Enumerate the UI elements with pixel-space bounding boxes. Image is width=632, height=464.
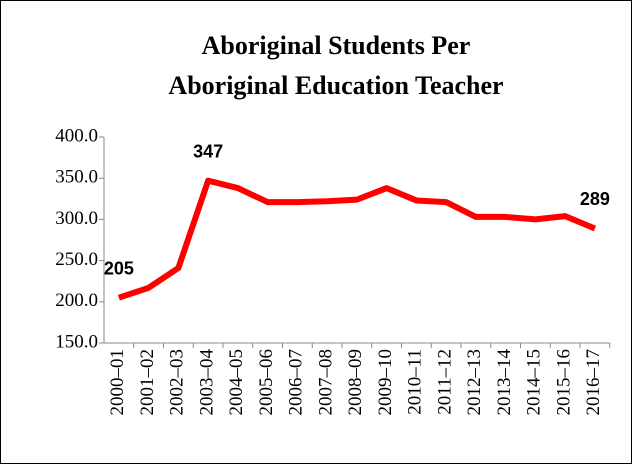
y-tick-label: 350.0 — [55, 167, 98, 188]
x-tick-label: 2016–17 — [583, 349, 604, 416]
data-label: 347 — [193, 141, 223, 161]
y-tick-label: 250.0 — [55, 249, 98, 270]
x-tick-label: 2006–07 — [286, 349, 307, 416]
data-label: 205 — [104, 258, 134, 278]
y-tick-label: 300.0 — [55, 208, 98, 229]
y-tick-label: 200.0 — [55, 290, 98, 311]
x-tick-label: 2004–05 — [226, 349, 247, 416]
x-tick-label: 2008–09 — [345, 349, 366, 416]
x-tick-label: 2009–10 — [375, 349, 396, 416]
x-tick-label: 2003–04 — [196, 349, 217, 416]
x-tick-label: 2010–11 — [405, 349, 426, 415]
chart-title: Aboriginal Education Teacher — [168, 71, 503, 100]
x-tick-label: 2007–08 — [315, 349, 336, 416]
y-tick-label: 400.0 — [55, 125, 98, 146]
x-tick-label: 2015–16 — [553, 349, 574, 416]
x-tick-label: 2002–03 — [167, 349, 188, 416]
chart-title: Aboriginal Students Per — [202, 31, 471, 60]
x-tick-label: 2011–12 — [434, 349, 455, 415]
data-label: 289 — [580, 189, 610, 209]
x-tick-label: 2000–01 — [107, 349, 128, 416]
x-tick-label: 2012–13 — [464, 349, 485, 416]
x-tick-label: 2013–14 — [494, 349, 515, 416]
x-tick-label: 2005–06 — [256, 349, 277, 416]
data-line — [117, 177, 597, 301]
y-tick-label: 150.0 — [55, 331, 98, 352]
x-tick-label: 2001–02 — [137, 349, 158, 416]
x-tick-label: 2014–15 — [524, 349, 545, 416]
